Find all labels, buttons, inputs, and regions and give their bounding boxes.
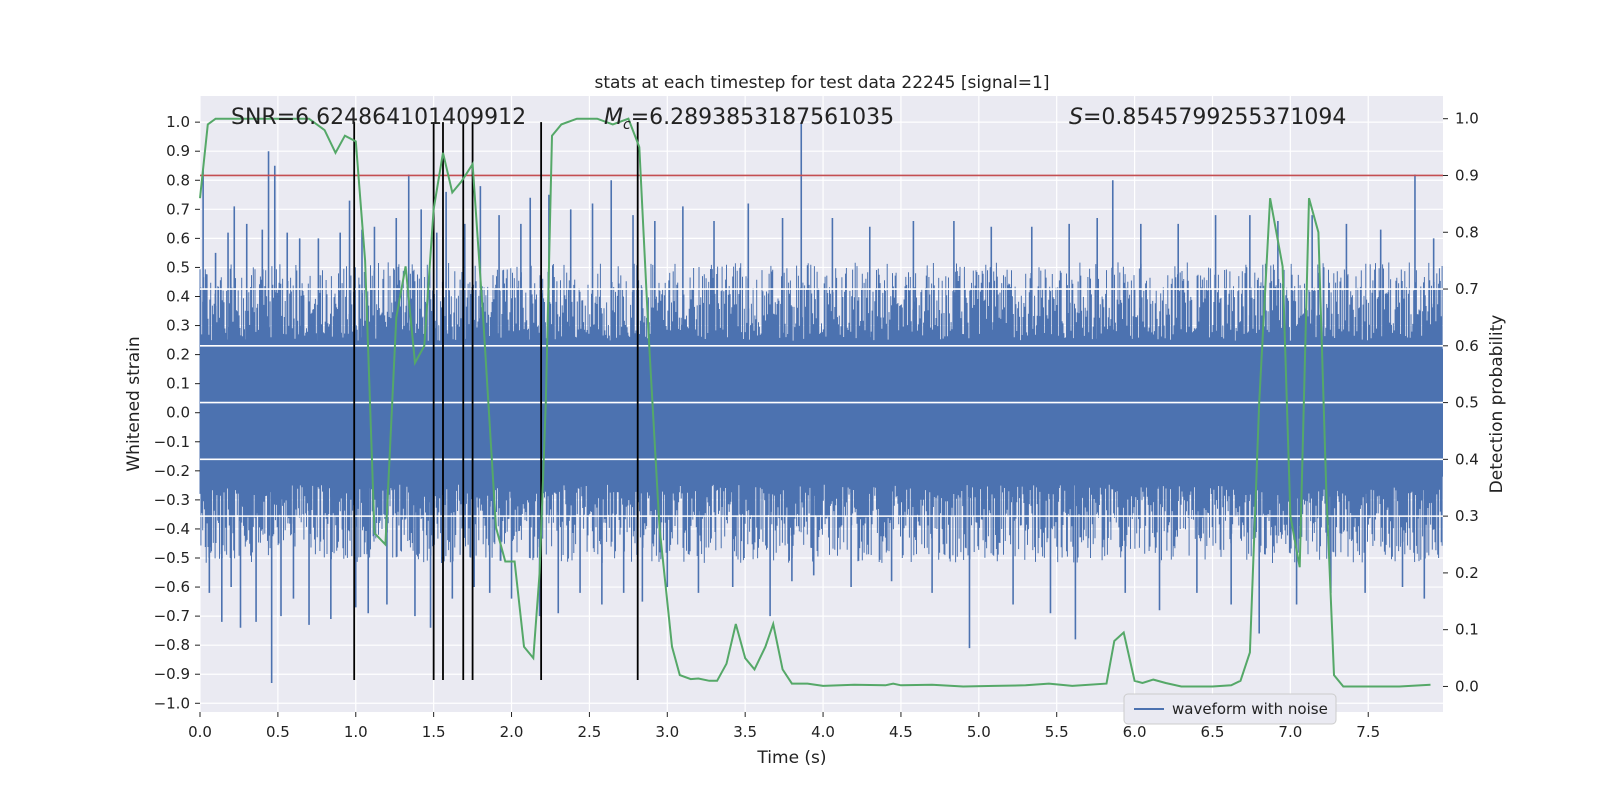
y-left-tick-label: 0.7	[166, 200, 190, 218]
y-left-tick-label: −0.6	[154, 578, 190, 596]
x-axis-label: Time (s)	[756, 748, 826, 768]
s-symbol: S	[1069, 105, 1083, 130]
y-left-tick-label: −0.1	[154, 433, 190, 451]
y-right-tick-label: 0.3	[1455, 507, 1479, 525]
y-left-tick-label: −0.5	[154, 549, 190, 567]
chirp-mass-symbol: M	[604, 105, 623, 130]
x-tick-label: 2.5	[577, 723, 601, 741]
y-right-tick-label: 0.8	[1455, 223, 1479, 241]
y-right-tick-label: 0.5	[1455, 394, 1479, 412]
y-left-tick-label: 0.9	[166, 142, 190, 160]
y-left-tick-label: 0.6	[166, 229, 190, 247]
x-tick-label: 1.0	[344, 723, 368, 741]
detection-probability-series	[199, 117, 1431, 688]
x-tick-label: 0.5	[266, 723, 290, 741]
x-tick-label: 6.0	[1123, 723, 1147, 741]
y-left-tick-label: −0.9	[154, 665, 190, 683]
x-tick-label: 4.0	[811, 723, 835, 741]
chart-title: stats at each timestep for test data 222…	[595, 73, 1050, 93]
x-tick-label: 5.0	[967, 723, 991, 741]
y-left-tick-label: −0.8	[154, 636, 190, 654]
x-tick-label: 7.5	[1356, 723, 1380, 741]
legend: waveform with noise	[1123, 693, 1337, 725]
y-left-tick-label: 0.2	[166, 346, 190, 364]
y-right-tick-label: 1.0	[1455, 110, 1479, 128]
y-left-tick-label: −1.0	[154, 694, 190, 712]
y-left-tick-label: 0.3	[166, 317, 190, 335]
y-right-axis-ticks: 1.0 0.9 0.8 0.7 0.6 0.5 0.4 0.3 0.2 0.1 0.0	[1443, 110, 1479, 695]
y-right-tick-label: 0.4	[1455, 450, 1479, 468]
y-right-axis-label: Detection probability	[1487, 315, 1507, 494]
x-tick-label: 3.5	[733, 723, 757, 741]
x-tick-label: 5.5	[1045, 723, 1069, 741]
x-tick-label: 7.0	[1278, 723, 1302, 741]
y-right-tick-label: 0.7	[1455, 280, 1479, 298]
y-right-tick-label: 0.6	[1455, 337, 1479, 355]
y-left-tick-label: 0.0	[166, 404, 190, 422]
x-tick-label: 2.0	[500, 723, 524, 741]
y-left-axis-label: Whitened strain	[124, 336, 144, 471]
chirp-mass-annotation: Mc=6.2893853187561035	[604, 105, 894, 133]
probability-line	[199, 117, 1431, 688]
waveform-series	[199, 122, 1443, 683]
y-left-tick-label: −0.7	[154, 607, 190, 625]
x-tick-label: 0.0	[188, 723, 212, 741]
x-tick-label: 1.5	[422, 723, 446, 741]
chirp-mass-subscript: c	[623, 117, 631, 133]
y-left-tick-label: 0.1	[166, 375, 190, 393]
chirp-mass-value: =6.2893853187561035	[631, 105, 894, 130]
x-tick-label: 4.5	[889, 723, 913, 741]
s-value: =0.8545799255371094	[1083, 105, 1346, 130]
x-tick-label: 3.0	[655, 723, 679, 741]
y-right-tick-label: 0.1	[1455, 621, 1479, 639]
y-left-tick-label: 0.5	[166, 258, 190, 276]
y-left-tick-label: 0.4	[166, 287, 190, 305]
y-right-tick-label: 0.9	[1455, 166, 1479, 184]
snr-annotation: SNR=6.624864101409912	[231, 105, 526, 130]
y-left-axis-ticks: 1.0 0.9 0.8 0.7 0.6 0.5 0.4 0.3 0.2 0.1 0.0 −0.1 −0.…	[154, 113, 200, 712]
vertical-markers	[353, 122, 639, 681]
y-left-tick-label: −0.3	[154, 491, 190, 509]
s-annotation: S=0.8545799255371094	[1069, 105, 1346, 130]
legend-label: waveform with noise	[1172, 700, 1328, 718]
x-tick-label: 6.5	[1201, 723, 1225, 741]
y-left-tick-label: 0.8	[166, 171, 190, 189]
y-left-tick-label: 1.0	[166, 113, 190, 131]
legend-box	[1123, 693, 1337, 725]
y-right-tick-label: 0.0	[1455, 677, 1479, 695]
y-left-tick-label: −0.2	[154, 462, 190, 480]
y-right-tick-label: 0.2	[1455, 564, 1479, 582]
y-left-tick-label: −0.4	[154, 520, 190, 538]
x-axis-ticks: 0.0 0.5 1.0 1.5 2.0 2.5 3.0 3.5 4.0 4.5 5.0 5.5 6.0 6…	[188, 712, 1380, 741]
